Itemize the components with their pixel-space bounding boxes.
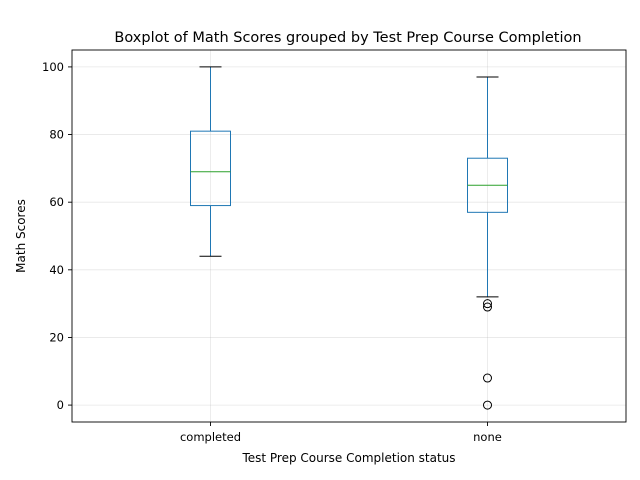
outlier-point [483,400,492,410]
y-axis-label: Math Scores [14,199,28,273]
y-tick-label: 80 [49,128,64,142]
outlier-point [483,373,492,383]
y-tick-label: 60 [49,195,64,209]
boxes-layer [190,66,508,410]
x-axis-label: Test Prep Course Completion status [241,451,455,465]
chart-title: Boxplot of Math Scores grouped by Test P… [114,30,581,46]
x-tick-label: none [473,430,502,444]
x-tick-label: completed [180,430,241,444]
box-none [467,76,508,410]
y-tick-label: 100 [42,60,64,74]
iqr-box [190,130,231,207]
box-completed [190,66,231,257]
axis-ticks: 0 20 40 60 80 100 completed none [42,60,502,444]
y-tick-label: 40 [49,263,64,277]
y-tick-label: 20 [49,330,64,344]
grid-lines [72,50,626,422]
outlier-point [483,302,492,312]
outlier-point [483,299,492,309]
plot-frame [71,49,627,423]
y-tick-label: 0 [57,398,64,412]
